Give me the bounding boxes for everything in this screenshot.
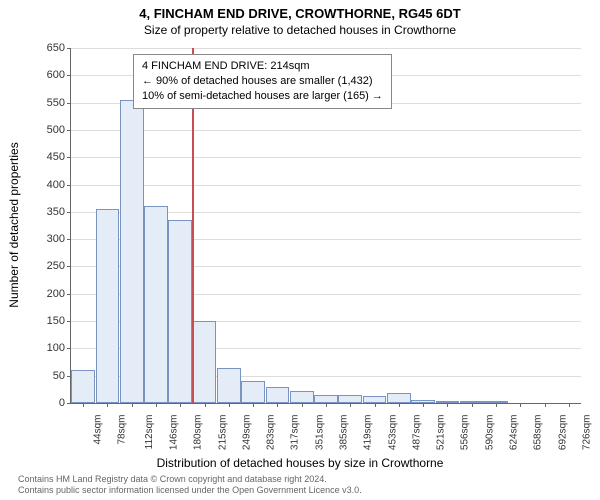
histogram-bar	[411, 400, 435, 403]
y-tick-label: 350	[47, 206, 71, 218]
x-tick-label: 78sqm	[117, 415, 128, 445]
info-box: 4 FINCHAM END DRIVE: 214sqm ← 90% of det…	[133, 54, 392, 109]
x-tick-mark	[375, 403, 376, 407]
gridline	[71, 185, 581, 186]
x-tick-mark	[399, 403, 400, 407]
x-tick-mark	[520, 403, 521, 407]
histogram-bar	[168, 220, 192, 403]
x-tick-label: 146sqm	[168, 415, 179, 451]
x-tick-label: 283sqm	[265, 415, 276, 451]
plot-area: 4 FINCHAM END DRIVE: 214sqm ← 90% of det…	[70, 48, 581, 404]
x-tick-label: 317sqm	[290, 415, 301, 451]
histogram-bar	[460, 401, 484, 403]
gridline	[71, 130, 581, 131]
y-tick-label: 600	[47, 69, 71, 81]
histogram-bar	[266, 387, 290, 403]
y-tick-label: 0	[59, 397, 71, 409]
gridline	[71, 48, 581, 49]
y-tick-label: 650	[47, 42, 71, 54]
x-tick-label: 385sqm	[338, 415, 349, 451]
x-tick-label: 180sqm	[193, 415, 204, 451]
gridline	[71, 157, 581, 158]
histogram-bar	[436, 401, 460, 403]
footer-attribution: Contains HM Land Registry data © Crown c…	[18, 474, 362, 497]
histogram-bar	[484, 401, 508, 403]
x-tick-label: 658sqm	[533, 415, 544, 451]
histogram-bar	[144, 206, 168, 403]
chart-container: 4, FINCHAM END DRIVE, CROWTHORNE, RG45 6…	[0, 0, 600, 500]
x-tick-mark	[423, 403, 424, 407]
info-line-2: ← 90% of detached houses are smaller (1,…	[142, 74, 383, 89]
histogram-bar	[314, 395, 338, 403]
footer-line-2: Contains public sector information licen…	[18, 485, 362, 496]
footer-line-1: Contains HM Land Registry data © Crown c…	[18, 474, 362, 485]
x-tick-mark	[569, 403, 570, 407]
histogram-bar	[387, 393, 411, 403]
x-tick-mark	[545, 403, 546, 407]
x-tick-mark	[350, 403, 351, 407]
histogram-bar	[363, 396, 387, 403]
x-tick-mark	[326, 403, 327, 407]
x-tick-label: 112sqm	[144, 415, 155, 450]
x-tick-mark	[180, 403, 181, 407]
y-tick-label: 200	[47, 288, 71, 300]
x-tick-label: 487sqm	[411, 415, 422, 451]
x-tick-label: 215sqm	[217, 415, 228, 451]
x-tick-label: 556sqm	[460, 415, 471, 451]
x-tick-mark	[277, 403, 278, 407]
x-tick-mark	[156, 403, 157, 407]
x-tick-label: 590sqm	[484, 415, 495, 451]
histogram-bar	[120, 100, 144, 403]
x-tick-label: 692sqm	[557, 415, 568, 451]
chart-title: 4, FINCHAM END DRIVE, CROWTHORNE, RG45 6…	[0, 6, 600, 21]
x-tick-label: 249sqm	[241, 415, 252, 451]
info-line-3: 10% of semi-detached houses are larger (…	[142, 89, 383, 104]
x-tick-mark	[107, 403, 108, 407]
histogram-bar	[338, 395, 362, 403]
x-tick-mark	[472, 403, 473, 407]
info-line-1: 4 FINCHAM END DRIVE: 214sqm	[142, 59, 383, 74]
x-tick-mark	[302, 403, 303, 407]
chart-subtitle: Size of property relative to detached ho…	[0, 23, 600, 37]
histogram-bar	[217, 368, 241, 404]
x-tick-label: 453sqm	[387, 415, 398, 451]
x-axis-label: Distribution of detached houses by size …	[157, 456, 444, 470]
x-tick-label: 624sqm	[508, 415, 519, 451]
x-tick-mark	[205, 403, 206, 407]
y-tick-label: 150	[47, 315, 71, 327]
y-tick-label: 550	[47, 97, 71, 109]
y-tick-label: 250	[47, 260, 71, 272]
histogram-bar	[241, 381, 265, 403]
title-block: 4, FINCHAM END DRIVE, CROWTHORNE, RG45 6…	[0, 0, 600, 37]
x-tick-label: 726sqm	[581, 415, 592, 451]
y-tick-label: 400	[47, 179, 71, 191]
histogram-bar	[71, 370, 95, 403]
y-axis-label: Number of detached properties	[7, 142, 21, 307]
x-tick-mark	[132, 403, 133, 407]
x-tick-mark	[496, 403, 497, 407]
x-tick-label: 351sqm	[314, 415, 325, 451]
x-tick-label: 521sqm	[435, 415, 446, 451]
y-tick-label: 300	[47, 233, 71, 245]
y-tick-label: 450	[47, 151, 71, 163]
histogram-bar	[290, 391, 314, 403]
x-tick-mark	[83, 403, 84, 407]
y-tick-label: 500	[47, 124, 71, 136]
x-tick-label: 419sqm	[363, 415, 374, 451]
y-tick-label: 100	[47, 342, 71, 354]
x-tick-mark	[447, 403, 448, 407]
y-tick-label: 50	[53, 370, 71, 382]
x-tick-label: 44sqm	[93, 415, 104, 445]
x-tick-mark	[253, 403, 254, 407]
histogram-bar	[96, 209, 120, 403]
histogram-bar	[193, 321, 217, 403]
x-tick-mark	[229, 403, 230, 407]
